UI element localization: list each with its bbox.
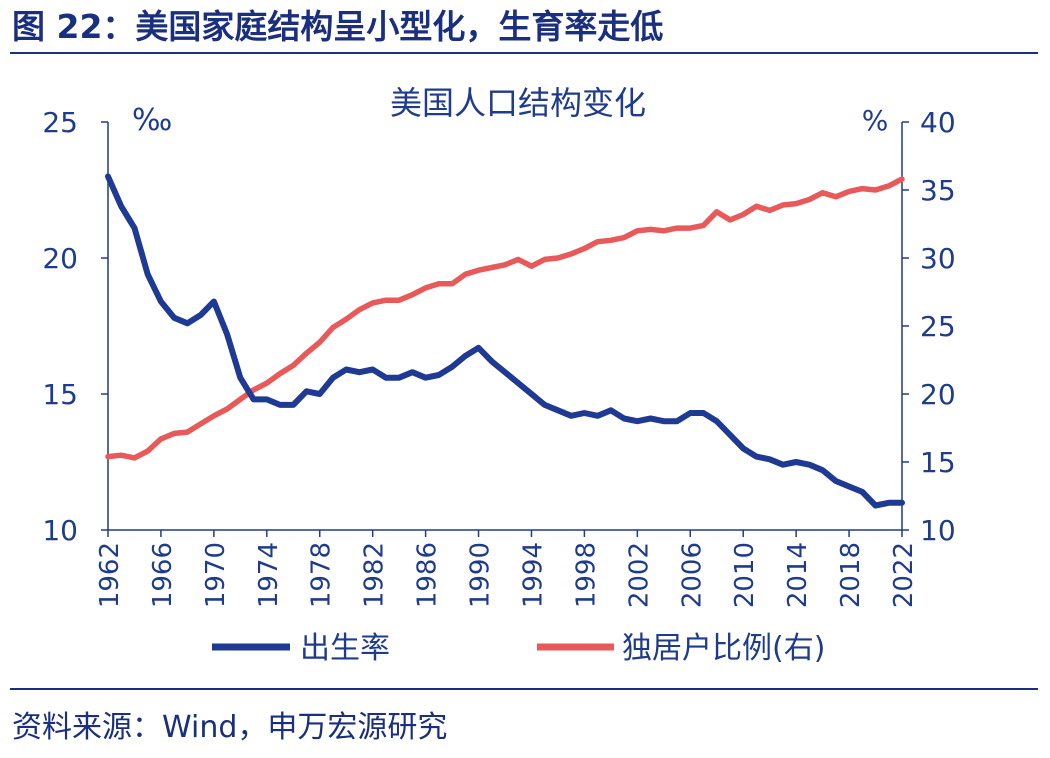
x-tick-label: 1978	[307, 542, 337, 608]
x-tick-label: 1986	[413, 542, 443, 608]
right-tick-label: 35	[920, 174, 956, 207]
title-rule	[10, 52, 1038, 54]
x-tick-label: 2002	[624, 542, 654, 608]
legend-label-single-household: 独居户比例(右)	[622, 631, 825, 666]
left-tick-label: 25	[42, 106, 78, 139]
right-tick-label: 40	[920, 106, 956, 139]
legend-label-birth-rate: 出生率	[300, 631, 390, 666]
x-tick-label: 1962	[95, 542, 125, 608]
right-axis-unit: %	[862, 104, 889, 137]
left-axis-unit: ‰	[132, 103, 172, 138]
x-tick-label: 2014	[783, 542, 813, 608]
x-tick-label: 2010	[730, 542, 760, 608]
source-note: 资料来源：Wind，申万宏源研究	[12, 710, 448, 745]
x-tick-label: 1994	[518, 542, 548, 608]
chart-title: 美国人口结构变化	[390, 84, 646, 122]
single-household-line	[105, 176, 905, 461]
left-tick-label: 15	[42, 378, 78, 411]
x-tick-label: 2018	[836, 542, 866, 608]
axes: 10 15 20 25 10 15 20 25 30 35 40 1962 1966 1970 1974 19…	[42, 106, 955, 608]
right-tick-label: 25	[920, 310, 956, 343]
x-tick-label: 1974	[254, 542, 284, 608]
x-tick-label: 2022	[889, 542, 919, 608]
x-tick-label: 2006	[677, 542, 707, 608]
series-layer	[105, 173, 905, 509]
figure-title: 图 22：美国家庭结构呈小型化，生育率走低	[12, 7, 664, 46]
birth-rate-line	[105, 173, 905, 509]
x-tick-label: 1966	[148, 542, 178, 608]
right-tick-label: 15	[920, 446, 956, 479]
right-tick-label: 10	[920, 514, 956, 547]
legend: 出生率 独居户比例(右)	[212, 631, 825, 666]
source-rule	[10, 688, 1038, 690]
left-tick-label: 10	[42, 514, 78, 547]
left-tick-label: 20	[42, 242, 78, 275]
x-tick-label: 1982	[360, 542, 390, 608]
x-tick-label: 1990	[466, 542, 496, 608]
x-tick-label: 1970	[201, 542, 231, 608]
x-tick-label: 1998	[571, 542, 601, 608]
right-tick-label: 20	[920, 378, 956, 411]
right-tick-label: 30	[920, 242, 956, 275]
